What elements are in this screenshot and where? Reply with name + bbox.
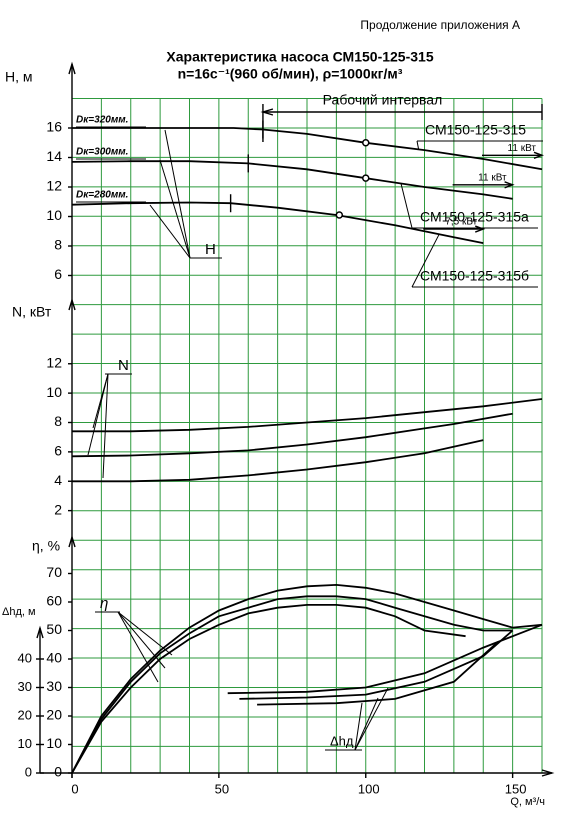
line-series (72, 398, 543, 433)
y-tick-label: 12 (46, 354, 62, 370)
y-tick-label: 6 (54, 443, 62, 459)
power-arrow-head (475, 225, 486, 233)
x-tick-label: 50 (215, 781, 229, 796)
line-series (72, 439, 484, 483)
power-arrow-head (533, 151, 544, 159)
leader-line (400, 183, 413, 229)
y-tick-label: 50 (46, 621, 62, 637)
axis-arrow (36, 625, 44, 639)
y-tick-label: 8 (54, 237, 62, 253)
y-axis-label: H, м (5, 69, 33, 85)
power-label: 7,5 кВт (445, 217, 477, 228)
power-arrow-head (504, 181, 515, 189)
x-tick-label: 150 (505, 781, 527, 796)
line-series (227, 623, 543, 695)
leader-line (411, 233, 440, 288)
series-label: СМ150-125-315 (425, 122, 526, 138)
series-label: СМ150-125-315б (420, 268, 529, 284)
y2-tick-label: 0 (25, 764, 32, 779)
y-axis-label: N, кВт (12, 304, 52, 320)
y-tick-label: 0 (54, 764, 62, 780)
annotation: η (100, 595, 108, 612)
y-tick-label: 4 (54, 472, 62, 488)
operating-point (362, 174, 370, 182)
leader-line (149, 204, 191, 259)
y-tick-label: 10 (46, 384, 62, 400)
y-tick-label: 16 (46, 119, 62, 135)
leader-line (416, 140, 420, 150)
y-tick-label: 40 (46, 650, 62, 666)
leader-line (354, 687, 389, 751)
y-tick-label: 2 (54, 501, 62, 517)
annotation: N (118, 357, 129, 374)
x-tick-label: 100 (358, 781, 380, 796)
x-tick-label: 0 (71, 781, 78, 796)
y-tick-label: 14 (46, 148, 62, 164)
y-axis-label: η, % (32, 538, 60, 554)
line-series (71, 604, 466, 774)
axis-arrow (68, 61, 76, 75)
series-label: СМ150-125-315а (420, 209, 529, 225)
header: Продолжение приложения А (360, 18, 520, 32)
diameter-label: Dк=300мм. (76, 147, 128, 158)
y-tick-label: 10 (46, 207, 62, 223)
power-label: 11 кВт (508, 143, 537, 154)
leader-line (117, 611, 173, 656)
line-series (72, 127, 543, 171)
operating-point (335, 211, 344, 219)
annotation: H (205, 241, 216, 258)
diameter-label: Dк=320мм. (76, 115, 128, 126)
line-series (257, 641, 499, 706)
y2-tick-label: 40 (18, 650, 32, 665)
line-series (71, 201, 484, 244)
y-tick-label: 6 (54, 266, 62, 282)
y-tick-label: 70 (46, 564, 62, 580)
y-tick-label: 30 (46, 678, 62, 694)
y-tick-label: 8 (54, 413, 62, 429)
x-axis-label: Q, м³/ч (510, 796, 545, 808)
chart-title: Характеристика насоса СМ150-125-315 (166, 49, 433, 65)
y2-tick-label: 20 (18, 707, 32, 722)
power-label: 11 кВт (478, 172, 507, 183)
interval-label: Рабочий интервал (323, 92, 443, 108)
chart-subtitle: n=16с⁻¹(960 об/мин), ρ=1000кг/м³ (178, 66, 403, 82)
y2-tick-label: 30 (18, 679, 32, 694)
leader-line (354, 702, 363, 751)
line-series (71, 160, 513, 200)
axis-arrow (68, 534, 76, 548)
axis-arrow (68, 297, 76, 311)
leader-line (87, 373, 109, 456)
leader-line (117, 611, 159, 683)
y2-axis-label: Δhд, м (2, 606, 36, 618)
y-tick-label: 20 (46, 707, 62, 723)
line-series (71, 583, 543, 774)
line-series (71, 412, 513, 458)
line-series (71, 595, 513, 774)
leader-line (164, 129, 191, 259)
leader-line (102, 373, 109, 479)
y2-tick-label: 10 (18, 736, 32, 751)
leader-line (354, 697, 379, 751)
diameter-label: Dк=280мм. (76, 190, 128, 201)
annotation: Δhд (330, 733, 354, 748)
y-tick-label: 10 (46, 735, 62, 751)
leader-line (159, 159, 191, 259)
axis-arrow (541, 769, 555, 777)
operating-point (362, 139, 370, 147)
y-tick-label: 12 (46, 178, 62, 194)
y-tick-label: 60 (46, 593, 62, 609)
leader-line (117, 611, 166, 669)
